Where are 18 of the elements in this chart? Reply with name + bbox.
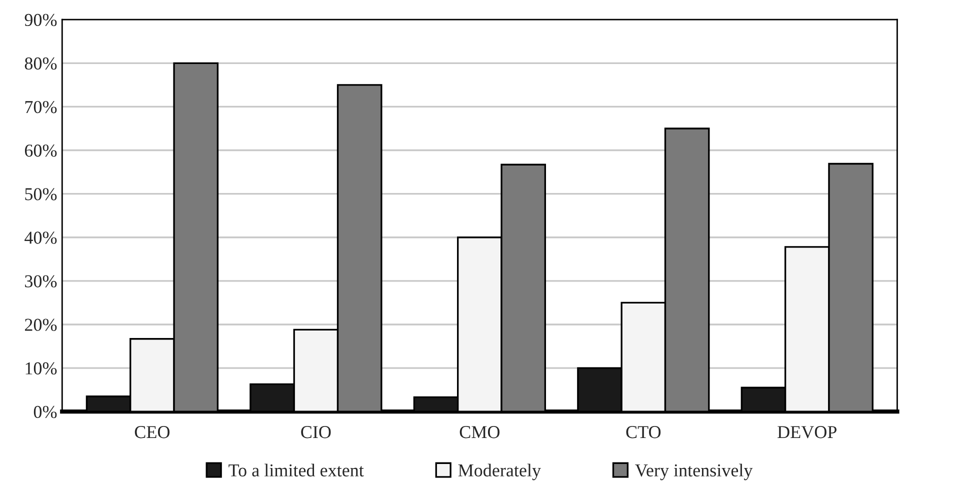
y-tick-label: 70% xyxy=(25,100,57,114)
y-tick-label: 80% xyxy=(24,57,57,70)
x-tick-label: DEVOP xyxy=(778,426,837,438)
y-tick-label: 20% xyxy=(24,318,57,331)
y-tick-label: 0% xyxy=(34,406,57,418)
y-tick-label: 50% xyxy=(25,188,57,200)
legend-label: Very intensively xyxy=(635,464,753,480)
y-tick-label: 30% xyxy=(25,275,57,288)
x-tick-label: CIO xyxy=(301,426,331,438)
x-tick-label: CTO xyxy=(626,426,661,438)
y-tick-label: 10% xyxy=(26,362,57,375)
y-tick-label: 40% xyxy=(24,232,57,244)
legend-label: To a limited extent xyxy=(228,464,364,476)
legend-label: Moderately xyxy=(458,464,541,480)
x-tick-label: CMO xyxy=(460,426,500,438)
y-tick-label: 90% xyxy=(24,14,57,26)
y-tick-label: 60% xyxy=(24,144,57,157)
x-tick-label: CEO xyxy=(134,426,170,438)
